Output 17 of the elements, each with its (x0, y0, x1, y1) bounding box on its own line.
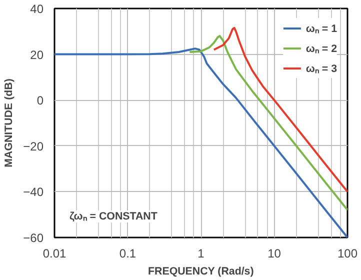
x-tick-label: 10 (268, 246, 282, 260)
x-tick-label: 0.01 (42, 246, 67, 260)
y-tick-label: 40 (30, 2, 44, 16)
y-tick-label: 0 (36, 94, 44, 108)
y-tick-label: 20 (30, 48, 44, 62)
x-tick-label: 1 (198, 246, 205, 260)
legend-label: ωₙ = 3 (306, 62, 337, 75)
y-tick-label: −20 (23, 139, 44, 154)
y-axis-title: MAGNITUDE (dB) (3, 78, 16, 168)
y-tick-label: −60 (23, 231, 44, 245)
legend-label: ωₙ = 2 (306, 42, 337, 55)
legend-label: ωₙ = 1 (306, 22, 337, 35)
x-tick-label: 100 (337, 246, 358, 260)
y-tick-label: −40 (23, 185, 44, 200)
x-tick-label: 0.1 (119, 246, 136, 260)
x-axis-title: FREQUENCY (Rad/s) (148, 266, 254, 278)
annotation: ζωₙ = CONSTANT (70, 210, 158, 222)
